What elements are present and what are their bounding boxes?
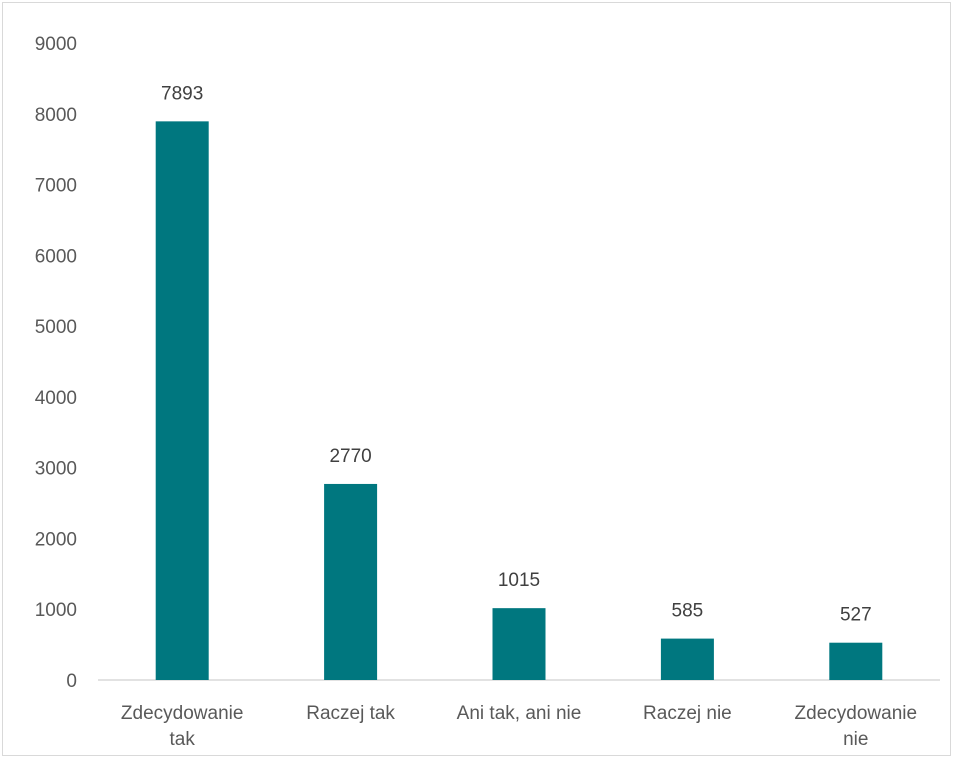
x-tick-label: Zdecydowanie bbox=[121, 703, 244, 724]
y-tick-label: 8000 bbox=[35, 105, 77, 126]
bar bbox=[829, 642, 883, 680]
bar bbox=[492, 608, 546, 680]
y-tick-label: 2000 bbox=[35, 529, 77, 550]
y-tick-label: 0 bbox=[66, 671, 77, 692]
data-label: 2770 bbox=[329, 446, 371, 467]
data-label: 1015 bbox=[498, 570, 540, 591]
data-label: 527 bbox=[840, 605, 872, 626]
y-tick-label: 4000 bbox=[35, 388, 77, 409]
x-tick-label: nie bbox=[843, 729, 868, 750]
bar bbox=[660, 638, 714, 680]
bar bbox=[155, 121, 209, 680]
x-tick-label: Raczej nie bbox=[643, 703, 732, 724]
x-tick-label: tak bbox=[170, 729, 196, 750]
y-tick-label: 6000 bbox=[35, 246, 77, 267]
y-tick-label: 5000 bbox=[35, 317, 77, 338]
data-label: 7893 bbox=[161, 83, 203, 104]
y-tick-label: 1000 bbox=[35, 600, 77, 621]
y-tick-label: 3000 bbox=[35, 459, 77, 480]
y-tick-label: 7000 bbox=[35, 176, 77, 197]
y-tick-label: 9000 bbox=[35, 34, 77, 55]
x-tick-label: Zdecydowanie bbox=[795, 703, 918, 724]
x-tick-label: Raczej tak bbox=[306, 703, 395, 724]
bar bbox=[324, 483, 378, 680]
data-label: 585 bbox=[672, 601, 704, 622]
x-tick-label: Ani tak, ani nie bbox=[457, 703, 582, 724]
